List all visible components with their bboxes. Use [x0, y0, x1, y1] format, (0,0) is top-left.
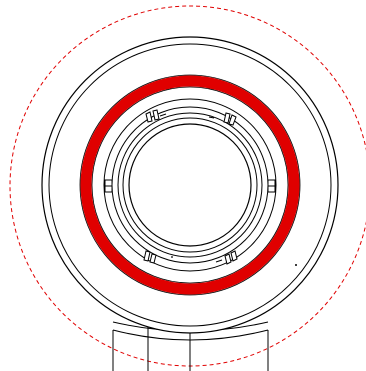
outer-body-inner-circle	[48, 43, 332, 327]
highlight-ring-inner-edge	[91, 86, 289, 284]
highlight-ring-outer-edge	[79, 74, 301, 296]
inner-ring-4	[122, 117, 258, 253]
clip-bottom-left	[143, 250, 157, 264]
mark-dot-1	[171, 256, 173, 258]
clip-top-right	[208, 112, 237, 126]
housing-lower-outline	[112, 330, 269, 371]
inner-ring-1	[103, 98, 277, 272]
clip-top-left	[145, 109, 167, 123]
clip-left	[104, 179, 113, 193]
inner-ring-3	[117, 112, 263, 258]
highlight-ring	[80, 75, 300, 295]
mark-dot-2	[295, 264, 297, 266]
bore-circle	[128, 123, 252, 247]
clip-right	[267, 179, 276, 193]
clip-bottom-right	[215, 250, 238, 265]
